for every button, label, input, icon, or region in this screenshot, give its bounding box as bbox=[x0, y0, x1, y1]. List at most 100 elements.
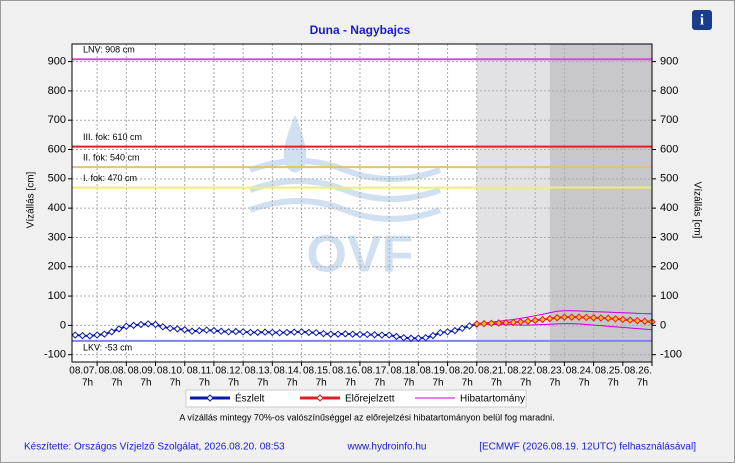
marker bbox=[509, 318, 517, 327]
marker bbox=[181, 326, 189, 334]
marker bbox=[429, 331, 437, 340]
marker bbox=[633, 316, 642, 325]
note: A vízállás mintegy 70%-os valószínűségge… bbox=[179, 412, 554, 422]
y2-tick-label: -100 bbox=[660, 349, 682, 361]
y-axis-label: Vízállás [cm] bbox=[26, 171, 37, 228]
legend-marker bbox=[316, 394, 324, 402]
x-tick-label: 08.10. bbox=[157, 366, 185, 377]
watermark: OVF bbox=[248, 115, 442, 284]
marker bbox=[385, 331, 393, 339]
x-tick-sublabel: 7h bbox=[432, 378, 443, 389]
x-tick-sublabel: 7h bbox=[637, 378, 648, 389]
marker bbox=[516, 318, 525, 326]
watermark-wave bbox=[248, 178, 442, 202]
threshold-label: LKV: -53 cm bbox=[83, 342, 132, 352]
y-tick-label: 100 bbox=[48, 290, 66, 302]
x-tick-sublabel: 7h bbox=[170, 378, 181, 389]
x-tick-sublabel: 7h bbox=[316, 378, 327, 389]
marker bbox=[341, 330, 350, 338]
marker bbox=[378, 331, 386, 339]
y-tick-label: 500 bbox=[48, 173, 66, 185]
marker bbox=[108, 328, 116, 336]
footer-text: Készítette: Országos Vízjelző Szolgálat,… bbox=[24, 442, 285, 453]
x-tick-sublabel: 7h bbox=[286, 378, 297, 389]
marker bbox=[93, 331, 101, 339]
marker bbox=[86, 332, 94, 340]
x-tick-label: 08.11. bbox=[187, 366, 214, 377]
marker bbox=[210, 326, 218, 335]
marker bbox=[305, 328, 313, 337]
y2-tick-label: 100 bbox=[660, 290, 678, 302]
chart-title: Duna - Nagybajcs bbox=[310, 23, 411, 37]
x-tick-label: 08.08. bbox=[99, 366, 127, 377]
y-tick-label: 600 bbox=[48, 143, 66, 155]
marker bbox=[115, 325, 123, 333]
x-tick-label: 08.13. bbox=[245, 366, 273, 377]
x-tick-label: 08.23. bbox=[537, 366, 565, 377]
marker bbox=[239, 328, 247, 336]
x-tick-label: 08.20. bbox=[449, 366, 477, 377]
x-tick-sublabel: 7h bbox=[462, 378, 473, 389]
info-button[interactable] bbox=[692, 10, 712, 30]
legend-label: Észlelt bbox=[235, 392, 265, 405]
x-tick-label: 08.19. bbox=[420, 366, 448, 377]
marker bbox=[560, 313, 569, 321]
forecast-band bbox=[549, 44, 652, 362]
marker bbox=[524, 317, 532, 325]
marker bbox=[597, 314, 605, 322]
x-tick-label: 08.15. bbox=[303, 366, 331, 377]
marker bbox=[319, 329, 328, 338]
marker bbox=[144, 320, 152, 328]
marker bbox=[392, 332, 401, 341]
threshold-label: LNV: 908 cm bbox=[83, 45, 135, 55]
marker bbox=[436, 328, 444, 337]
marker bbox=[224, 328, 233, 336]
marker bbox=[407, 334, 415, 342]
x-tick-label: 08.07. bbox=[69, 366, 97, 377]
marker bbox=[465, 322, 474, 330]
marker bbox=[538, 315, 547, 324]
x-tick-sublabel: 7h bbox=[257, 378, 268, 389]
marker bbox=[122, 322, 131, 330]
y2-tick-label: 800 bbox=[660, 85, 678, 97]
marker bbox=[246, 328, 255, 337]
legend-label: Előrejelzett bbox=[345, 394, 395, 405]
info-icon[interactable]: i bbox=[700, 12, 704, 28]
marker bbox=[400, 333, 408, 342]
marker bbox=[283, 328, 291, 337]
marker bbox=[166, 324, 174, 333]
x-tick-label: 08.12. bbox=[215, 366, 243, 377]
marker bbox=[546, 314, 554, 323]
y2-tick-label: 600 bbox=[660, 143, 678, 155]
marker bbox=[640, 317, 649, 325]
threshold-label: II. fok: 540 cm bbox=[83, 152, 140, 162]
y2-tick-label: 300 bbox=[660, 231, 678, 243]
x-tick-sublabel: 7h bbox=[578, 378, 589, 389]
legend-marker bbox=[206, 394, 214, 402]
forecast-band bbox=[476, 44, 550, 362]
marker bbox=[334, 330, 342, 338]
marker bbox=[473, 320, 481, 328]
marker bbox=[275, 328, 284, 337]
marker bbox=[100, 330, 109, 338]
y2-tick-label: 0 bbox=[660, 319, 666, 331]
x-tick-sublabel: 7h bbox=[228, 378, 239, 389]
y-tick-label: 0 bbox=[60, 319, 66, 331]
watermark-wave bbox=[248, 158, 442, 182]
marker bbox=[254, 328, 262, 337]
marker bbox=[290, 328, 298, 336]
marker bbox=[151, 320, 160, 329]
y2-tick-label: 400 bbox=[660, 202, 678, 214]
x-tick-label: 08.21. bbox=[478, 366, 506, 377]
marker bbox=[619, 315, 627, 324]
marker bbox=[575, 313, 583, 321]
marker bbox=[356, 330, 364, 339]
marker bbox=[553, 314, 561, 322]
y-tick-label: 300 bbox=[48, 231, 66, 243]
marker bbox=[348, 330, 357, 338]
x-tick-label: 08.09. bbox=[128, 366, 156, 377]
marker bbox=[502, 319, 510, 327]
marker bbox=[494, 319, 503, 327]
x-tick-label: 08.22. bbox=[507, 366, 535, 377]
watermark-drop bbox=[283, 115, 307, 173]
